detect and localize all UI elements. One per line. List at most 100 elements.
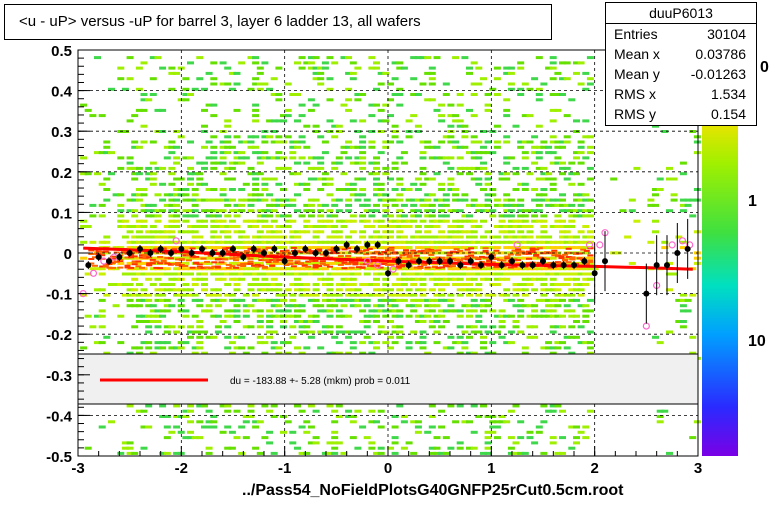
heat-cell [433,283,441,286]
heat-cell [382,193,390,197]
heat-cell [154,193,162,197]
heat-cell [289,430,297,434]
heat-cell [554,71,562,75]
heat-cell [382,230,390,234]
heat-cell [219,161,227,165]
heat-cell [331,409,339,413]
heat-cell [233,304,241,308]
heat-cell [145,230,153,234]
heat-cell [489,341,497,345]
heat-cell-core [276,259,283,262]
heat-cell [410,330,418,334]
heat-cell [121,441,129,445]
heat-cell [484,304,492,308]
heat-cell [517,304,525,308]
heat-cell [187,420,194,424]
heat-cell [177,430,185,434]
heat-cell [396,314,404,318]
heat-cell [349,119,357,123]
heat-cell [438,267,446,271]
heat-cell-core [142,254,149,257]
heat-cell [377,82,385,86]
heat-cell [312,320,320,323]
heat-cell [452,119,460,123]
heat-cell-core [497,259,503,262]
stats-value: 0.03786 [695,46,746,62]
heat-cell [535,193,543,197]
profile-point [302,245,309,252]
heat-cell [163,309,171,313]
heat-cell [670,198,678,202]
heat-cell [493,425,501,429]
heat-cell [447,230,455,234]
heat-cell [573,335,580,339]
heat-cell [307,425,315,429]
heat-cell [340,145,348,149]
heat-cell [140,219,148,223]
heat-cell [526,283,534,286]
heat-cell [219,156,227,160]
heat-cell [298,425,306,429]
heat-cell [145,214,153,218]
heat-cell-core [175,258,182,261]
heat-cell [573,214,580,218]
heat-cell [424,98,432,102]
heat-cell [173,246,181,250]
heat-cell [373,341,380,345]
heat-cell [284,267,292,271]
heat-cell [214,325,222,329]
heat-cell [531,314,539,318]
heat-cell [484,209,492,213]
heat-cell [312,71,320,75]
heat-cell-core [265,261,272,263]
heat-cell [159,451,167,455]
heat-cell [242,219,250,223]
heat-cell [135,230,143,234]
heat-cell [256,298,264,302]
heat-cell [284,272,292,276]
heat-cell [256,246,264,250]
heat-cell [414,93,422,96]
heat-cell [145,172,153,176]
heat-cell [284,225,292,228]
heat-cell [480,209,487,213]
heat-cell [103,293,111,297]
heat-cell [573,320,580,323]
heat-cell [400,161,408,165]
heat-cell [247,251,255,255]
profile-point [581,258,588,265]
heat-cell [205,451,213,455]
heat-cell [400,267,408,271]
heat-cell [391,161,399,165]
heat-cell [252,108,260,112]
heat-cell [396,219,404,223]
heat-cell [349,188,357,191]
heat-cell [452,56,460,60]
heat-cell [335,309,343,313]
heat-cell [280,314,287,318]
heat-cell [433,341,441,345]
heat-cell [154,214,162,218]
heat-cell-core [511,265,518,268]
heat-cell [498,320,506,323]
heat-cell [484,140,492,144]
heat-cell [549,225,557,228]
heat-cell [252,225,260,228]
heat-cell-core [381,251,388,253]
heat-cell-core [290,246,297,249]
heat-cell [317,177,325,181]
heat-cell [256,320,264,323]
heat-cell [284,114,292,118]
heat-cell [294,240,301,244]
heat-cell [261,277,269,281]
heat-cell [228,145,236,149]
heat-cell [549,346,557,350]
heat-cell [456,446,464,450]
heat-cell-core [124,266,131,269]
heat-cell [452,277,460,281]
heat-cell [280,119,287,123]
heat-cell-core [565,247,572,250]
heat-cell [400,203,408,207]
heat-cell-core [356,266,362,269]
heat-cell [512,267,520,271]
